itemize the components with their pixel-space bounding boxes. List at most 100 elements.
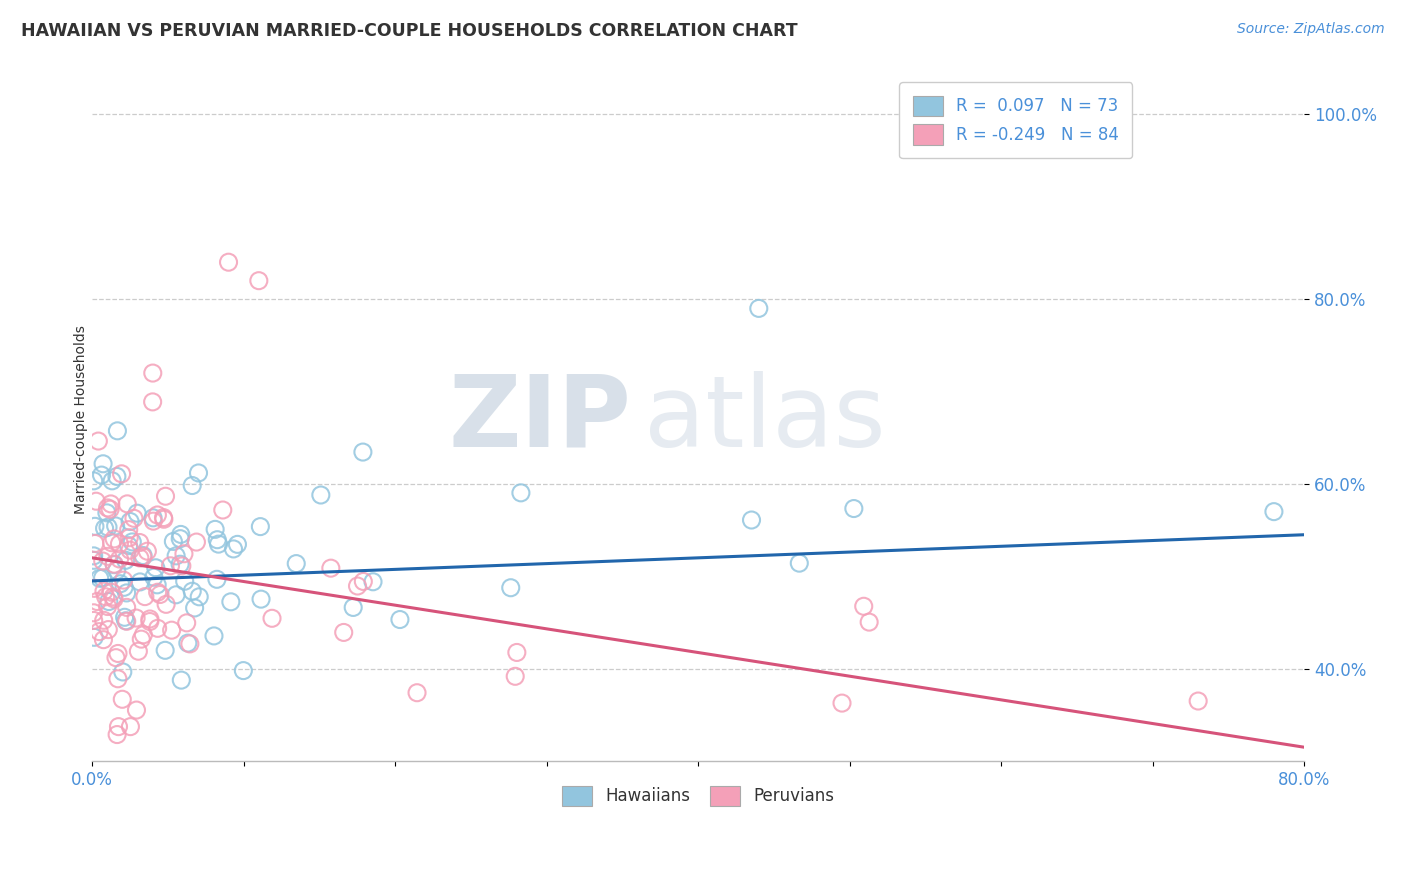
Point	[361, 574, 384, 589]
Point	[114, 614, 136, 628]
Point	[183, 601, 205, 615]
Point	[103, 557, 125, 571]
Point	[136, 544, 159, 558]
Point	[509, 486, 531, 500]
Point	[107, 720, 129, 734]
Point	[86, 594, 108, 608]
Point	[103, 591, 125, 606]
Point	[83, 553, 105, 567]
Point	[170, 673, 193, 687]
Point	[118, 543, 141, 558]
Point	[128, 551, 150, 566]
Point	[110, 467, 132, 481]
Legend: Hawaiians, Peruvians: Hawaiians, Peruvians	[554, 777, 842, 814]
Point	[741, 513, 763, 527]
Point	[346, 579, 368, 593]
Point	[226, 537, 249, 551]
Point	[503, 669, 526, 683]
Point	[97, 599, 120, 614]
Point	[84, 519, 107, 533]
Point	[120, 515, 142, 529]
Point	[153, 643, 176, 657]
Point	[146, 508, 169, 522]
Point	[162, 534, 184, 549]
Point	[89, 624, 111, 639]
Point	[232, 664, 254, 678]
Point	[104, 650, 127, 665]
Point	[1263, 505, 1285, 519]
Point	[145, 561, 167, 575]
Point	[107, 424, 129, 438]
Point	[98, 502, 121, 516]
Point	[142, 511, 165, 525]
Point	[97, 520, 120, 534]
Point	[96, 506, 118, 520]
Point	[165, 588, 187, 602]
Point	[128, 535, 150, 549]
Text: ZIP: ZIP	[449, 371, 631, 467]
Point	[100, 497, 122, 511]
Point	[93, 521, 115, 535]
Point	[159, 558, 181, 573]
Point	[97, 500, 120, 515]
Point	[250, 592, 273, 607]
Point	[219, 595, 242, 609]
Point	[110, 576, 132, 591]
Point	[91, 554, 114, 568]
Point	[181, 584, 204, 599]
Point	[117, 497, 139, 511]
Point	[129, 632, 152, 647]
Point	[91, 571, 114, 585]
Point	[160, 623, 183, 637]
Point	[831, 696, 853, 710]
Point	[83, 614, 105, 628]
Point	[202, 629, 225, 643]
Point	[94, 590, 117, 604]
Point	[105, 469, 128, 483]
Point	[169, 558, 191, 572]
Point	[132, 549, 155, 564]
Point	[118, 531, 141, 545]
Point	[84, 536, 107, 550]
Point	[112, 573, 135, 587]
Point	[204, 522, 226, 536]
Point	[169, 532, 191, 546]
Point	[179, 637, 201, 651]
Point	[149, 587, 172, 601]
Point	[146, 578, 169, 592]
Text: atlas: atlas	[644, 371, 886, 467]
Point	[207, 533, 229, 547]
Point	[129, 574, 152, 589]
Point	[93, 584, 115, 599]
Point	[173, 574, 195, 589]
Point	[170, 527, 193, 541]
Point	[117, 539, 139, 553]
Point	[388, 613, 411, 627]
Point	[89, 571, 111, 585]
Point	[103, 558, 125, 572]
Point	[858, 615, 880, 629]
Point	[125, 703, 148, 717]
Point	[146, 585, 169, 599]
Point	[112, 580, 135, 594]
Point	[155, 489, 177, 503]
Point	[93, 632, 115, 647]
Point	[787, 556, 810, 570]
Point	[186, 535, 208, 549]
Point	[100, 535, 122, 549]
Point	[207, 537, 229, 551]
Point	[142, 570, 165, 584]
Point	[406, 686, 429, 700]
Point	[87, 434, 110, 448]
Point	[1187, 694, 1209, 708]
Point	[506, 645, 529, 659]
Point	[187, 466, 209, 480]
Point	[115, 586, 138, 600]
Point	[170, 558, 193, 573]
Point	[218, 255, 240, 269]
Point	[105, 564, 128, 578]
Point	[104, 519, 127, 533]
Point	[125, 611, 148, 625]
Text: HAWAIIAN VS PERUVIAN MARRIED-COUPLE HOUSEHOLDS CORRELATION CHART: HAWAIIAN VS PERUVIAN MARRIED-COUPLE HOUS…	[21, 22, 797, 40]
Point	[153, 512, 176, 526]
